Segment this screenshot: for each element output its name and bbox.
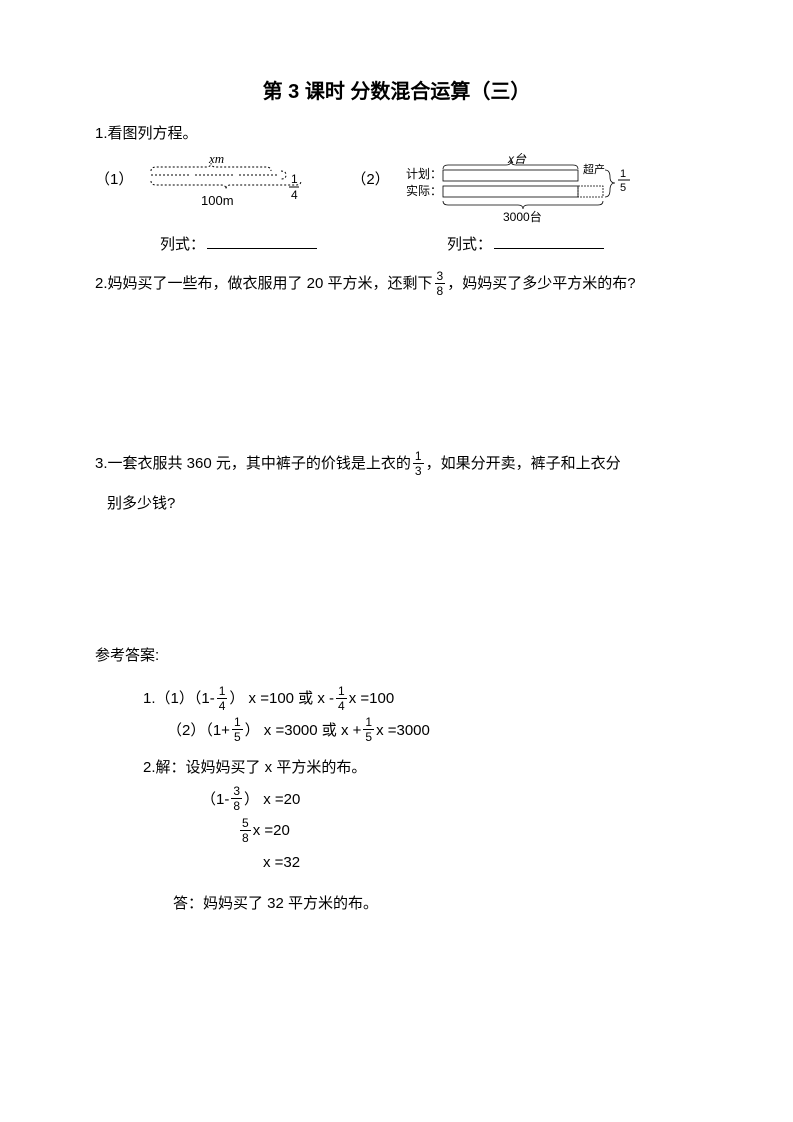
question-3: 3.一套衣服共 360 元，其中裤子的价钱是上衣的13，如果分开卖，裤子和上衣分 (95, 449, 698, 479)
formula-1: 列式： (160, 231, 317, 254)
q2-suffix: ，妈妈买了多少平方米的布? (447, 275, 635, 292)
sub-number-1: （1） (95, 168, 133, 189)
diagram-1-svg: xm 100m 1 4 (141, 153, 311, 213)
answers-block: 1.（1）（1-14） x =100 或 x -14x =100 （2）（1+1… (95, 683, 698, 920)
answer-2-final: 答：妈妈买了 32 平方米的布。 (143, 888, 698, 920)
q3-fraction: 13 (413, 450, 424, 477)
ans2-eq2-frac: 58 (240, 817, 251, 844)
answer-2-eq3: x =32 (143, 847, 698, 879)
formula-label-2: 列式： (447, 233, 492, 254)
svg-text:实际：: 实际： (406, 183, 442, 198)
answer-1-2: （2）（1+15） x =3000 或 x +15x =3000 (143, 715, 698, 747)
diagrams-row: （1） xm 100m 1 4 （2） x台 计划： 实际： (95, 153, 698, 223)
ans1-1-frac1: 14 (217, 685, 228, 712)
question-2: 2.妈妈买了一些布，做衣服用了 20 平方米，还剩下38，妈妈买了多少平方米的布… (95, 269, 698, 299)
q3-prefix: 3.一套衣服共 360 元，其中裤子的价钱是上衣的 (95, 455, 411, 472)
svg-text:超产: 超产 (583, 162, 605, 176)
page-title: 第 3 课时 分数混合运算（三） (95, 75, 698, 104)
formula-2: 列式： (447, 231, 604, 254)
svg-text:100m: 100m (201, 193, 234, 208)
ans1-2-frac2: 15 (363, 716, 374, 743)
diagram-2-svg: x台 计划： 实际： 超产 1 5 3000台 (398, 153, 638, 223)
q3-suffix: ，如果分开卖，裤子和上衣分 (426, 455, 621, 472)
sub-number-2: （2） (351, 168, 389, 189)
ans2-eq1-frac: 38 (231, 785, 242, 812)
question-3-line2: 别多少钱? (95, 489, 698, 519)
svg-text:4: 4 (291, 188, 298, 202)
formula-label-1: 列式： (160, 233, 205, 254)
answer-1-1: 1.（1）（1-14） x =100 或 x -14x =100 (143, 683, 698, 715)
svg-text:3000台: 3000台 (503, 209, 542, 223)
question-1-title: 1.看图列方程。 (95, 122, 698, 143)
svg-text:1: 1 (291, 172, 298, 186)
answer-2-eq2: 58x =20 (143, 815, 698, 847)
ans1-1-frac2: 14 (336, 685, 347, 712)
svg-text:计划：: 计划： (406, 167, 442, 181)
q2-prefix: 2.妈妈买了一些布，做衣服用了 20 平方米，还剩下 (95, 275, 433, 292)
svg-text:5: 5 (620, 182, 626, 194)
formula-row: 列式： 列式： (160, 231, 698, 254)
svg-text:xm: xm (208, 153, 224, 166)
ans1-2-frac1: 15 (232, 716, 243, 743)
blank-2[interactable] (494, 231, 604, 249)
answers-title: 参考答案: (95, 644, 698, 665)
answer-2-title: 2.解：设妈妈买了 x 平方米的布。 (143, 752, 698, 784)
diagram-1-block: （1） xm 100m 1 4 (95, 153, 311, 213)
svg-text:1: 1 (620, 168, 626, 180)
blank-1[interactable] (207, 231, 317, 249)
answer-2-eq1: （1-38） x =20 (143, 784, 698, 816)
q2-fraction: 38 (435, 270, 446, 297)
diagram-2-block: （2） x台 计划： 实际： 超产 1 5 3000台 (351, 153, 637, 223)
